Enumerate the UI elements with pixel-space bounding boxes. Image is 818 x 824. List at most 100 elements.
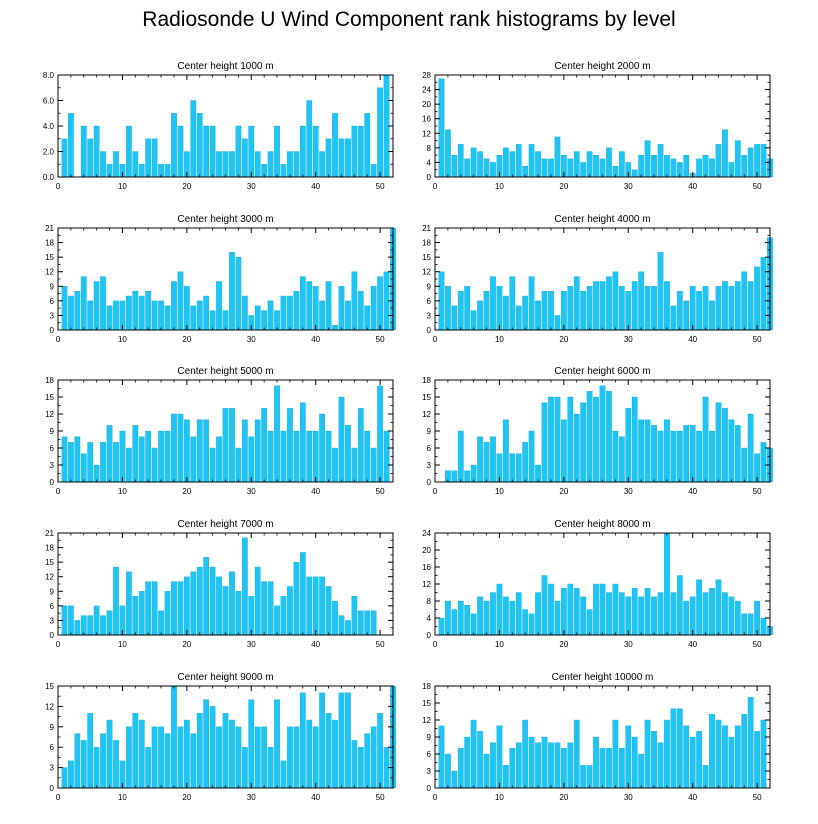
- histogram-bar: [196, 713, 203, 789]
- y-tick-label: 0: [427, 631, 432, 640]
- histogram-bar: [377, 713, 383, 789]
- histogram-bar: [280, 760, 287, 789]
- histogram-bar: [747, 281, 754, 331]
- histogram-bar: [644, 719, 651, 789]
- histogram-bar: [683, 300, 690, 331]
- histogram-bar: [606, 391, 612, 483]
- y-tick-label: 3: [427, 311, 432, 320]
- y-tick-label: 8.0: [43, 71, 55, 80]
- histogram-bar: [177, 581, 184, 636]
- panel-7: Center height 7000 m 0 10 20 30 40 50 0 3 6 9 12 15 1…: [45, 519, 394, 649]
- histogram-bar: [138, 591, 145, 636]
- histogram-bar: [87, 713, 94, 789]
- histogram-bar: [618, 286, 625, 331]
- x-tick-label: 40: [688, 487, 697, 496]
- histogram-bar: [689, 286, 696, 331]
- histogram-bar: [593, 583, 599, 636]
- histogram-bar: [760, 256, 767, 331]
- x-tick-label: 50: [753, 335, 762, 344]
- histogram-bar: [573, 276, 580, 331]
- histogram-bar: [586, 765, 593, 789]
- histogram-bar: [657, 430, 664, 483]
- histogram-bar: [709, 588, 715, 636]
- histogram-bar: [299, 276, 306, 331]
- histogram-bar: [364, 733, 371, 789]
- y-tick-label: 6: [50, 297, 55, 306]
- histogram-bar: [747, 147, 754, 178]
- histogram-bar: [151, 300, 158, 331]
- panel-4: Center height 4000 m 0 10 20 30 40 50 0 3 6 9 12 15 1…: [422, 214, 773, 344]
- x-tick-label: 0: [433, 182, 438, 191]
- histogram-bar: [345, 138, 351, 178]
- histogram-bar: [696, 731, 702, 789]
- histogram-bar: [254, 726, 261, 789]
- panel-10: Center height 10000 m 0 10 20 30 40 50 0 3 6 9 12 15…: [422, 672, 771, 802]
- histogram-bar: [364, 610, 371, 636]
- histogram-bar: [61, 767, 68, 789]
- y-tick-label: 0: [50, 478, 55, 487]
- x-tick-label: 20: [559, 182, 568, 191]
- histogram-bar: [528, 736, 535, 789]
- x-tick-label: 50: [376, 335, 385, 344]
- histogram-bar: [241, 747, 248, 789]
- panel-title: Center height 5000 m: [177, 366, 273, 377]
- histogram-bar: [638, 753, 645, 789]
- histogram-bar: [457, 748, 464, 789]
- histogram-bar: [229, 408, 235, 483]
- histogram-bar: [216, 281, 222, 331]
- histogram-bar: [357, 290, 364, 331]
- histogram-bar: [689, 596, 696, 636]
- histogram-bar: [490, 276, 496, 331]
- histogram-bar: [457, 290, 464, 331]
- histogram-bar: [477, 151, 483, 178]
- histogram-bar: [741, 271, 748, 331]
- histogram-bar: [457, 430, 464, 483]
- histogram-bar: [87, 138, 94, 178]
- histogram-bar: [241, 419, 248, 483]
- histogram-bar: [325, 586, 332, 636]
- histogram-bar: [222, 586, 229, 636]
- histogram-bar: [760, 144, 767, 178]
- histogram-bar: [370, 164, 377, 178]
- histogram-bar: [483, 158, 490, 178]
- histogram-bar: [638, 154, 645, 178]
- y-tick-label: 4.0: [43, 122, 55, 131]
- histogram-bar: [580, 162, 587, 178]
- x-tick-label: 40: [688, 335, 697, 344]
- histogram-bar: [567, 583, 574, 636]
- histogram-bar: [203, 419, 210, 483]
- histogram-bar: [470, 310, 477, 331]
- histogram-bar: [503, 419, 509, 483]
- histogram-bar: [606, 276, 612, 331]
- histogram-bar: [126, 726, 132, 789]
- histogram-bar: [618, 436, 625, 483]
- histogram-bar: [515, 742, 522, 789]
- histogram-bar: [113, 300, 119, 331]
- histogram-bar: [338, 615, 345, 636]
- y-tick-label: 9: [427, 733, 432, 742]
- histogram-bar: [80, 615, 87, 636]
- histogram-bar: [209, 566, 216, 636]
- x-tick-label: 10: [118, 640, 127, 649]
- histogram-bar: [457, 600, 464, 636]
- histogram-bar: [477, 300, 483, 331]
- histogram-bar: [490, 592, 496, 636]
- histogram-bar: [332, 600, 338, 636]
- histogram-bar: [332, 719, 338, 789]
- x-tick-label: 0: [433, 487, 438, 496]
- histogram-bar: [586, 609, 593, 636]
- histogram-bar: [548, 396, 554, 483]
- histogram-bar: [132, 713, 139, 789]
- x-tick-label: 20: [559, 640, 568, 649]
- histogram-bar: [554, 396, 561, 483]
- x-tick-label: 50: [753, 182, 762, 191]
- panel-title: Center height 7000 m: [177, 519, 273, 530]
- panel-title: Center height 4000 m: [554, 214, 650, 225]
- histogram-bar: [560, 419, 567, 483]
- histogram-bar: [248, 699, 255, 789]
- histogram-bar: [267, 151, 274, 178]
- histogram-bar: [560, 588, 567, 636]
- histogram-bar: [741, 154, 748, 178]
- histogram-bar: [87, 615, 94, 636]
- histogram-bar: [299, 125, 306, 178]
